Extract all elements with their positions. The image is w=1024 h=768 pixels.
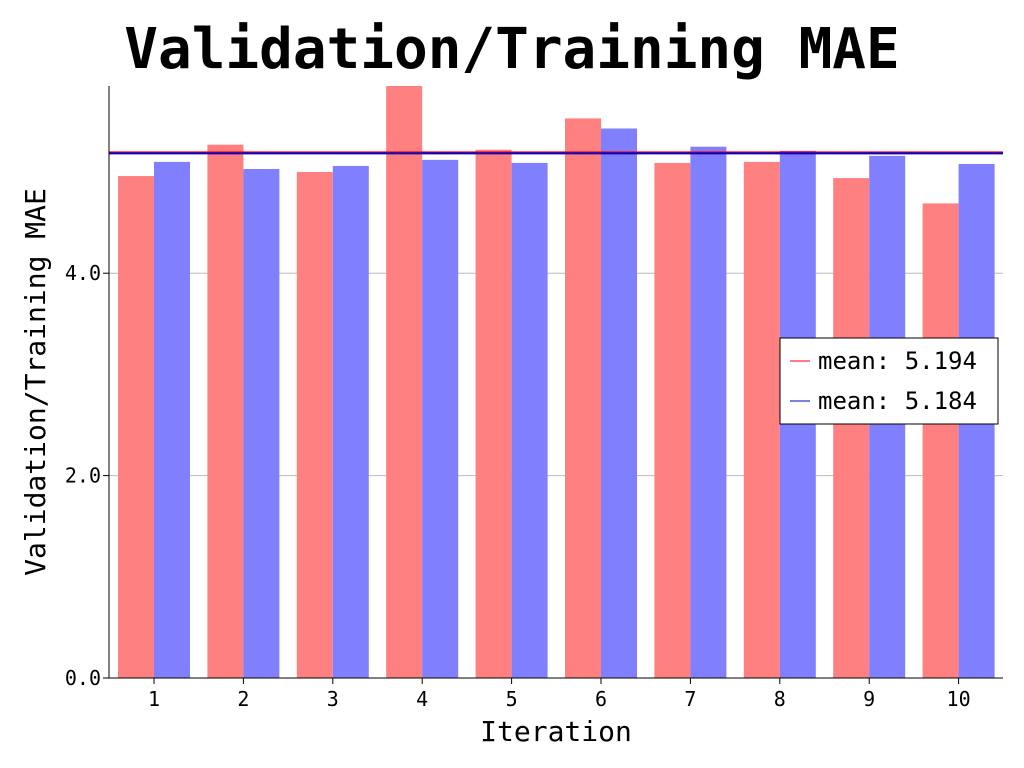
chart-title: Validation/Training MAE [124,17,899,82]
bar-series-1 [118,176,154,679]
bar-series-1 [386,86,423,678]
bar-series-2 [332,165,369,678]
bar-series-1 [475,149,512,678]
bars [118,86,995,679]
x-tick-label: 2 [237,687,249,711]
legend-label-2: mean: 5.184 [818,387,977,415]
bar-series-1 [565,118,601,678]
y-tick-label: 0.0 [65,666,101,690]
bar-series-1 [922,203,959,678]
x-tick-label: 1 [148,687,160,711]
x-tick-label: 4 [416,687,428,711]
bar-series-1 [207,144,244,678]
y-ticks: 0.0 2.0 4.0 [65,261,109,690]
bar-series-2 [690,146,727,678]
x-axis-label: Iteration [480,715,632,748]
bar-series-2 [601,128,637,678]
mean-lines [109,151,1003,155]
y-tick-label: 4.0 [65,261,101,285]
bar-series-2 [422,159,459,678]
legend: mean: 5.194 mean: 5.184 [779,337,999,425]
bar-series-2 [511,162,548,678]
x-tick-label: 3 [327,687,339,711]
x-tick-label: 8 [774,687,786,711]
x-tick-label: 7 [684,687,696,711]
legend-box [779,337,999,425]
bar-series-1 [654,162,691,678]
y-tick-label: 2.0 [65,464,101,488]
x-tick-label: 10 [947,687,971,711]
bar-series-1 [833,178,870,679]
bar-series-2 [154,161,190,678]
bar-series-1 [296,172,333,678]
bar-series-1 [743,161,780,678]
x-tick-label: 5 [506,687,518,711]
bar-series-2 [243,168,280,678]
y-axis-label: Validation/Training MAE [19,188,52,576]
x-ticks: 1 2 3 4 5 6 7 8 9 10 [148,678,971,711]
x-tick-label: 6 [595,687,607,711]
x-tick-label: 9 [863,687,875,711]
legend-label-1: mean: 5.194 [818,347,977,375]
